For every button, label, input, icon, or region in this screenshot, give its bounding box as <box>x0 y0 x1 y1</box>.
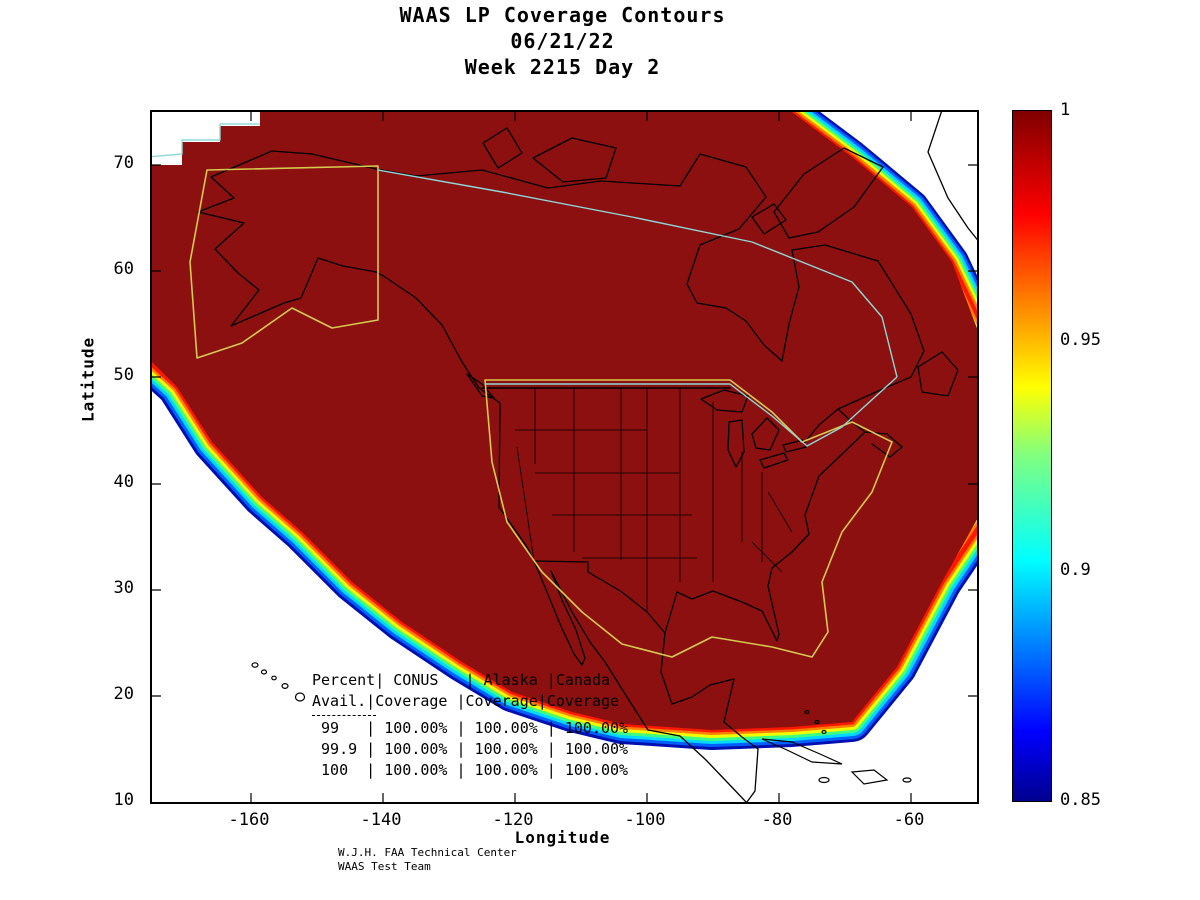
y-tick-label: 10 <box>113 790 134 810</box>
y-tick-label: 60 <box>113 259 134 279</box>
credit-text: W.J.H. FAA Technical Center WAAS Test Te… <box>338 846 517 874</box>
availability-table-row: 100 | 100.00% | 100.00% | 100.00% <box>312 761 629 779</box>
availability-table-header: Avail.|Coverage |Coverage|Coverage <box>312 692 620 710</box>
x-tick-label: -60 <box>893 810 925 830</box>
y-tick-label: 40 <box>113 472 134 492</box>
colorbar-tick-label: 0.95 <box>1060 330 1101 350</box>
colorbar-tick-label: 0.9 <box>1060 560 1091 580</box>
y-tick-label: 50 <box>113 365 134 385</box>
availability-table-header: Percent| CONUS | Alaska |Canada <box>312 671 611 689</box>
plot-area: Percent| CONUS | Alaska |Canada Avail.|C… <box>150 110 979 873</box>
availability-table-row: 99.9 | 100.00% | 100.00% | 100.00% <box>312 740 629 758</box>
x-tick-label: -100 <box>624 810 666 830</box>
x-tick-label: -120 <box>492 810 534 830</box>
table-separator <box>312 715 376 716</box>
colorbar-tick-label: 0.85 <box>1060 790 1101 810</box>
x-tick-label: -80 <box>761 810 793 830</box>
title-block: WAAS LP Coverage Contours 06/21/22 Week … <box>150 2 975 80</box>
service-volume-boundary-yellow <box>189 165 893 658</box>
x-tick-label: -160 <box>228 810 270 830</box>
colorbar-tick-label: 1 <box>1060 100 1071 120</box>
y-axis-label: Latitude <box>78 336 98 422</box>
x-axis-label: Longitude <box>514 828 611 847</box>
islands <box>251 662 912 785</box>
chart-week-day: Week 2215 Day 2 <box>464 55 661 79</box>
state-borders <box>515 388 793 612</box>
credit-line-2: WAAS Test Team <box>338 860 431 873</box>
colorbar <box>1012 110 1052 802</box>
region-boundary-cyan <box>152 123 898 447</box>
axis-ticks <box>152 112 977 802</box>
y-tick-label: 70 <box>113 153 134 173</box>
x-tick-label: -140 <box>360 810 402 830</box>
y-tick-label: 20 <box>113 684 134 704</box>
coverage-map-svg <box>152 112 977 802</box>
y-tick-label: 30 <box>113 578 134 598</box>
availability-table: Percent| CONUS | Alaska |Canada Avail.|C… <box>312 670 628 781</box>
availability-table-row: 99 | 100.00% | 100.00% | 100.00% <box>312 719 629 737</box>
credit-line-1: W.J.H. FAA Technical Center <box>338 846 517 859</box>
chart-title: WAAS LP Coverage Contours <box>399 3 726 27</box>
chart-date: 06/21/22 <box>510 29 615 53</box>
